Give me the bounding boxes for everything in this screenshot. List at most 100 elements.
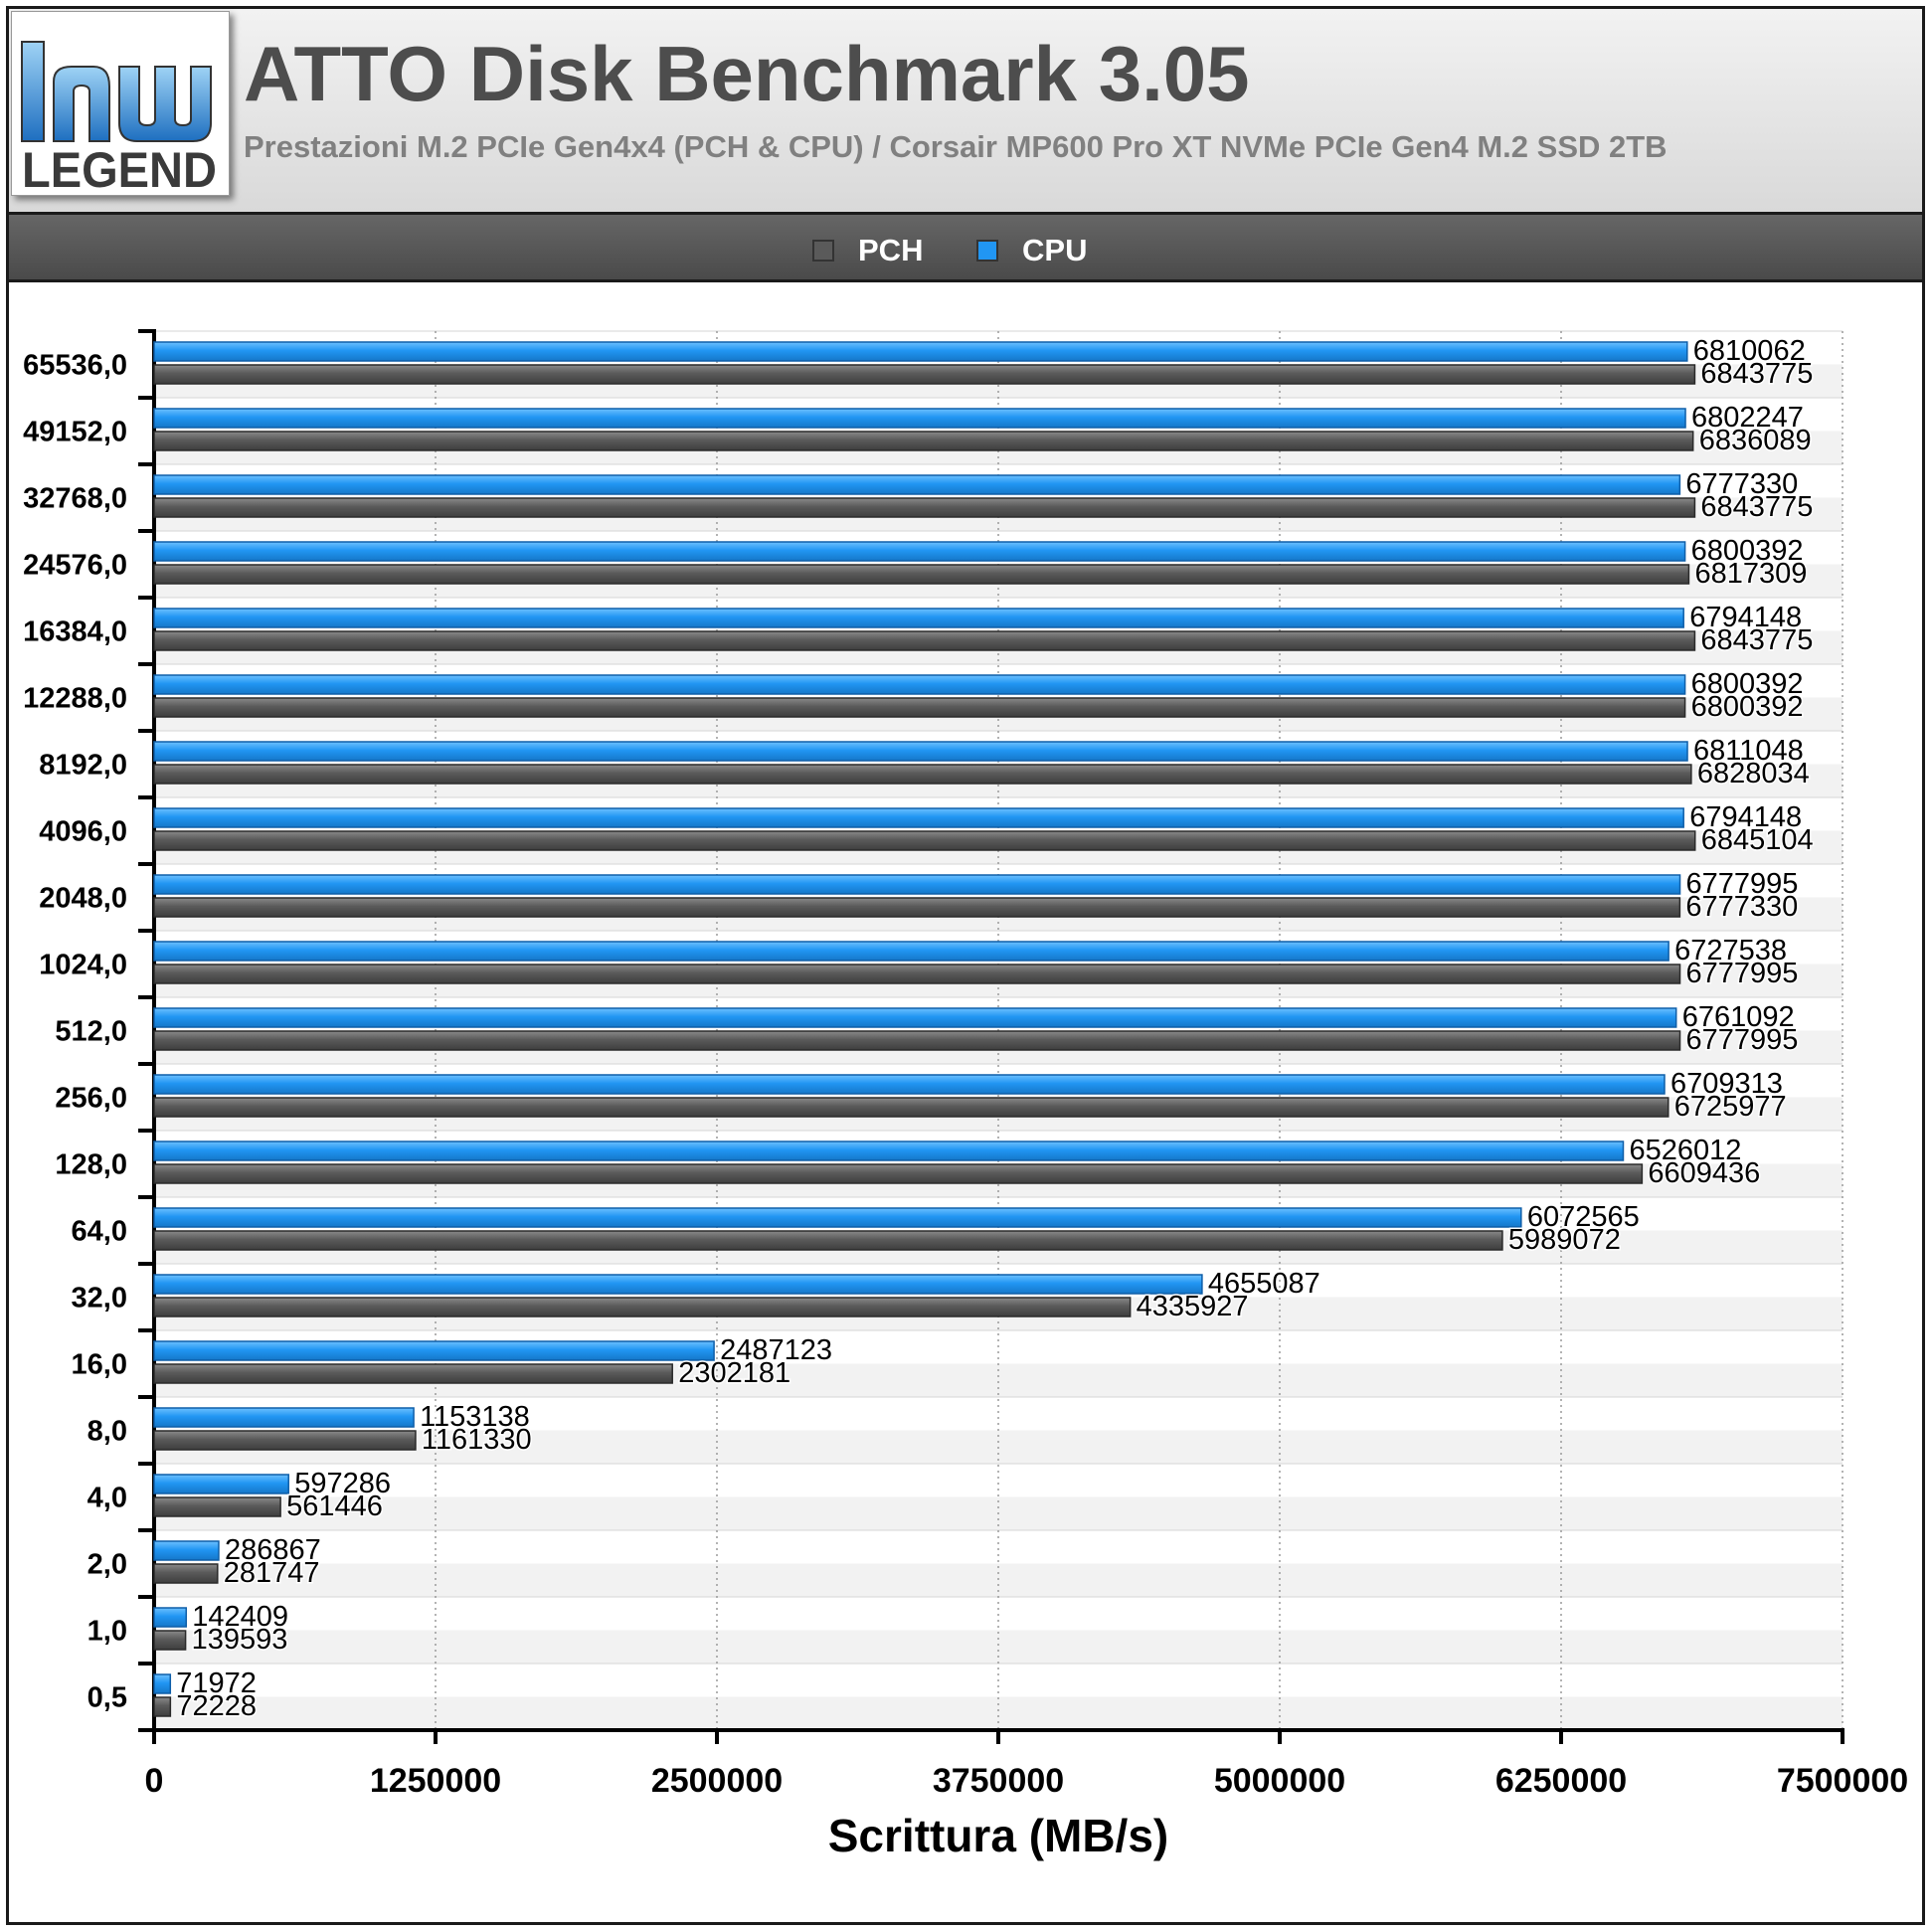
data-label-cpu: 6526012 — [1629, 1135, 1741, 1166]
bar-pch — [153, 564, 1690, 585]
category-label: 49152,0 — [23, 417, 127, 448]
row-band — [154, 1696, 1843, 1730]
data-label-pch: 2302181 — [678, 1357, 790, 1389]
bar-pch — [153, 1030, 1681, 1051]
bar-pch — [153, 1630, 187, 1651]
bar-cpu — [153, 1141, 1625, 1161]
x-tick-label: 2500000 — [651, 1762, 783, 1800]
data-label-pch: 561446 — [286, 1491, 383, 1522]
bar-cpu — [153, 541, 1686, 562]
data-label-pch: 4335927 — [1137, 1291, 1249, 1322]
x-tick-label: 3750000 — [933, 1762, 1064, 1800]
bar-cpu — [153, 941, 1669, 962]
legend-swatch-pch — [812, 240, 834, 262]
bar-cpu — [153, 1474, 289, 1494]
data-label-cpu: 4655087 — [1208, 1268, 1320, 1300]
bar-cpu — [153, 674, 1686, 695]
category-label: 4096,0 — [39, 816, 127, 848]
category-label: 1,0 — [88, 1616, 127, 1648]
data-label-cpu: 6800392 — [1691, 668, 1804, 700]
logo-wordmark: LEGEND — [22, 142, 217, 195]
data-label-pch: 281747 — [224, 1557, 320, 1589]
bar-pch — [153, 630, 1696, 651]
data-label-cpu: 6709313 — [1670, 1068, 1783, 1100]
bar-cpu — [153, 1340, 715, 1361]
data-label-cpu: 286867 — [225, 1534, 321, 1566]
data-label-cpu: 6794148 — [1689, 602, 1802, 633]
bar-cpu — [153, 341, 1688, 362]
bar-pch — [153, 431, 1694, 451]
category-label: 2,0 — [88, 1549, 127, 1581]
chart-title: ATTO Disk Benchmark 3.05 — [244, 30, 1250, 117]
row-band — [154, 1630, 1843, 1664]
legend-item-cpu: CPU — [976, 233, 1087, 268]
bar-cpu — [153, 1207, 1522, 1228]
bar-pch — [153, 1097, 1669, 1118]
legend-label-pch: PCH — [858, 233, 924, 267]
x-tick-label: 0 — [145, 1762, 164, 1800]
x-tick-label: 6250000 — [1495, 1762, 1627, 1800]
bar-cpu — [153, 1673, 172, 1694]
data-label-cpu: 6072565 — [1527, 1201, 1640, 1233]
x-tick-label: 1250000 — [370, 1762, 501, 1800]
category-label: 32768,0 — [23, 483, 127, 515]
category-label: 32,0 — [72, 1283, 127, 1315]
data-label-cpu: 71972 — [176, 1668, 257, 1699]
data-label-cpu: 6761092 — [1682, 1001, 1795, 1033]
data-label-pch: 6609436 — [1648, 1157, 1760, 1189]
category-label: 256,0 — [55, 1083, 127, 1115]
data-label-pch: 6800392 — [1691, 691, 1804, 723]
x-tick-label: 7500000 — [1777, 1762, 1908, 1800]
category-label: 64,0 — [72, 1216, 127, 1248]
bar-pch — [153, 1363, 673, 1384]
bar-cpu — [153, 1274, 1203, 1295]
data-label-pch: 6843775 — [1700, 624, 1813, 656]
bar-cpu — [153, 1007, 1677, 1028]
data-label-pch: 6843775 — [1700, 491, 1813, 523]
bar-cpu — [153, 408, 1686, 429]
data-label-pch: 6817309 — [1694, 558, 1807, 590]
data-label-pch: 6845104 — [1701, 824, 1814, 856]
data-label-cpu: 6777995 — [1686, 868, 1799, 900]
data-label-cpu: 6800392 — [1691, 535, 1804, 567]
bar-cpu — [153, 1540, 220, 1561]
data-label-cpu: 1153138 — [420, 1401, 530, 1433]
bar-pch — [153, 897, 1681, 918]
category-label: 4,0 — [88, 1483, 127, 1514]
legend: PCH CPU — [9, 215, 1922, 282]
legend-swatch-cpu — [976, 240, 998, 262]
bar-pch — [153, 1163, 1644, 1184]
data-label-pch: 6777995 — [1686, 1024, 1799, 1056]
data-label-cpu: 6802247 — [1691, 402, 1804, 434]
data-label-cpu: 142409 — [192, 1601, 288, 1633]
category-label: 24576,0 — [23, 550, 127, 582]
bar-cpu — [153, 474, 1681, 495]
category-label: 0,5 — [88, 1682, 127, 1714]
x-axis-title: Scrittura (MB/s) — [828, 1810, 1168, 1861]
legend-label-cpu: CPU — [1022, 233, 1088, 267]
bar-pch — [153, 1696, 172, 1717]
bar-pch — [153, 764, 1692, 785]
bar-pch — [153, 1563, 219, 1584]
bar-pch — [153, 1496, 281, 1517]
bar-cpu — [153, 1074, 1666, 1095]
data-label-pch: 5989072 — [1508, 1224, 1621, 1256]
bar-pch — [153, 497, 1696, 518]
category-label: 16384,0 — [23, 616, 127, 648]
data-label-pch: 6777330 — [1685, 891, 1798, 923]
bar-pch — [153, 1430, 417, 1451]
category-label: 16,0 — [72, 1349, 127, 1381]
bar-pch — [153, 1230, 1503, 1251]
bar-cpu — [153, 741, 1688, 762]
data-label-pch: 72228 — [176, 1690, 257, 1722]
bar-pch — [153, 964, 1681, 984]
bar-cpu — [153, 807, 1684, 828]
bar-pch — [153, 830, 1696, 851]
bar-pch — [153, 364, 1696, 385]
category-label: 128,0 — [55, 1149, 127, 1181]
data-label-cpu: 6811048 — [1693, 735, 1804, 767]
legend-item-pch: PCH — [812, 233, 923, 268]
bar-cpu — [153, 1407, 415, 1428]
site-logo: LEGEND — [11, 11, 230, 196]
